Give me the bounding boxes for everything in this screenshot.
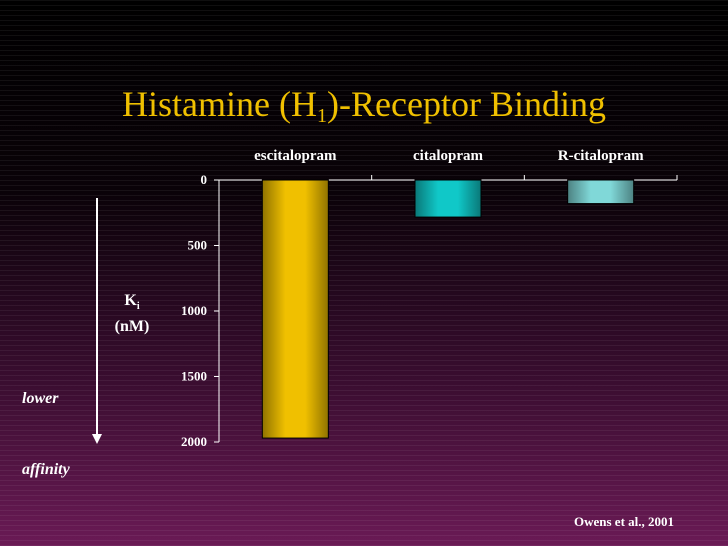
ki-symbol: Ki — [106, 291, 158, 317]
category-label: R-citalopram — [558, 148, 644, 164]
ki-unit: (nM) — [114, 318, 150, 336]
y-axis-label: Ki (nM) — [106, 291, 158, 337]
citation: Owens et al., 2001 — [574, 514, 675, 529]
title-subscript: 1 — [317, 105, 328, 127]
title-main: Histamine (H — [122, 84, 318, 124]
y-tick-label: 2000 — [181, 434, 207, 449]
slide-title: Histamine (H1)-Receptor Binding — [0, 84, 728, 136]
y-tick-label: 1000 — [181, 303, 207, 318]
ki-subscript: i — [136, 301, 140, 313]
title-tail: )-Receptor Binding — [327, 84, 606, 124]
category-label: escitalopram — [254, 148, 337, 164]
y-tick-label: 1500 — [181, 369, 207, 384]
affinity-label: affinity — [22, 461, 70, 478]
bar-R-citalopram — [567, 179, 635, 205]
bar-escitalopram — [261, 179, 329, 439]
affinity-arrow-head — [92, 434, 102, 444]
y-tick-label: 500 — [188, 238, 208, 253]
y-tick-label: 0 — [201, 172, 208, 187]
lower-label: lower — [22, 390, 59, 407]
ki-letter: K — [124, 292, 137, 309]
bar-citalopram — [414, 179, 482, 218]
category-label: citalopram — [413, 148, 483, 164]
